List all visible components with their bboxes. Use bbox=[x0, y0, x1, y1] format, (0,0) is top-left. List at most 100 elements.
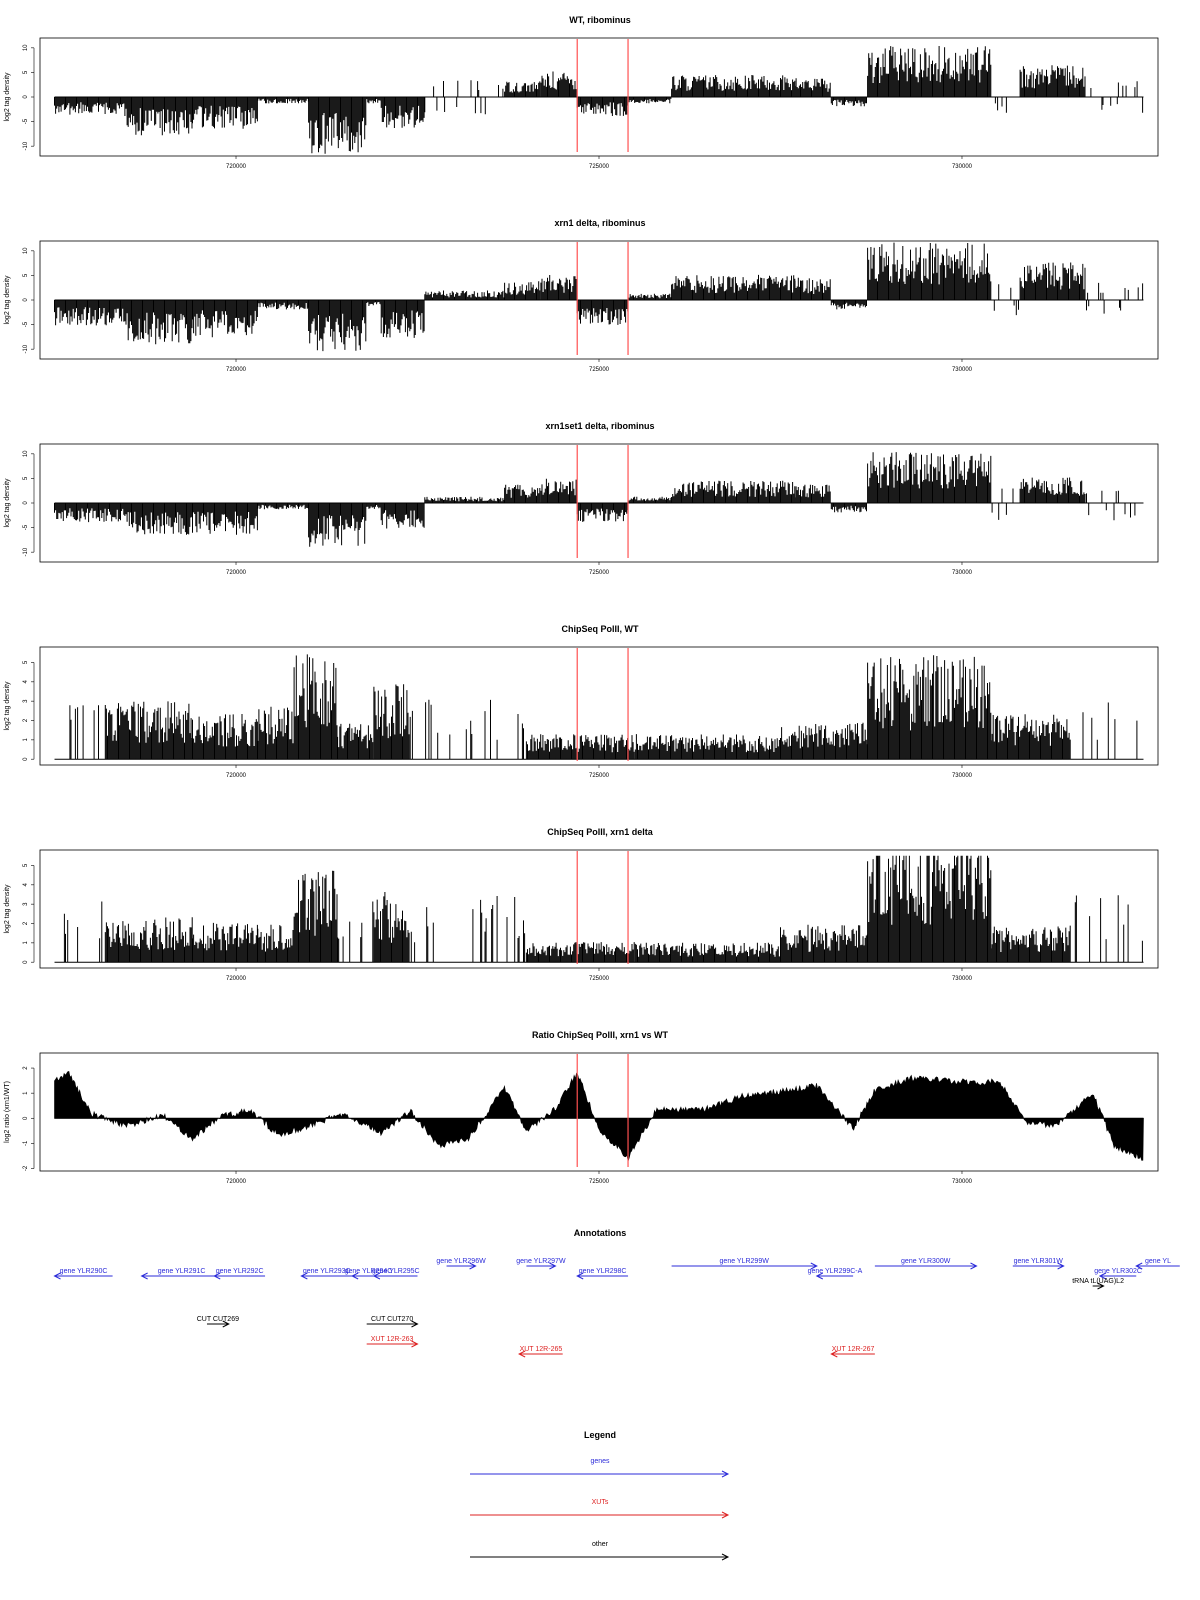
density-segment-13 bbox=[671, 274, 796, 300]
feature-label: gene YLR290C bbox=[60, 1268, 108, 1275]
density-segment-13 bbox=[990, 925, 1071, 963]
x-tick-label: 720000 bbox=[226, 164, 247, 170]
y-tick-label: 0 bbox=[23, 298, 29, 302]
density-segment-5 bbox=[308, 300, 367, 352]
y-axis-label: log2 tag density bbox=[4, 681, 11, 731]
density-segment-13 bbox=[671, 75, 796, 97]
arrow-right-icon bbox=[1097, 1282, 1105, 1290]
feature-label: XUT 12R-265 bbox=[520, 1346, 563, 1353]
panel-6: Ratio ChipSeq PolII, xrn1 vs WT 720000 725… bbox=[4, 1030, 1159, 1185]
xuts-feature: XUT 12R-267 bbox=[830, 1346, 875, 1358]
data-marks bbox=[69, 654, 1138, 760]
density-segment-17 bbox=[991, 488, 1014, 520]
panel-2: xrn1 delta, ribominus 720000 725000 730000 -… bbox=[4, 218, 1159, 373]
y-tick-label: 4 bbox=[23, 882, 29, 886]
density-segment-14 bbox=[1082, 702, 1138, 760]
panel-title: Ratio ChipSeq PolII, xrn1 vs WT bbox=[532, 1030, 669, 1040]
density-segment-5 bbox=[293, 870, 338, 963]
x-axis: 720000 725000 730000 bbox=[226, 359, 973, 373]
density-segment-12 bbox=[627, 496, 672, 503]
density-segment-12 bbox=[627, 293, 672, 300]
density-segment-13 bbox=[671, 480, 796, 503]
y-tick-label: 4 bbox=[23, 679, 29, 683]
density-segment-10 bbox=[634, 734, 780, 760]
density-segment-13 bbox=[990, 714, 1071, 760]
x-tick-label: 720000 bbox=[226, 1179, 247, 1185]
y-tick-label: 2 bbox=[23, 718, 29, 722]
panel-title: WT, ribominus bbox=[569, 15, 631, 25]
density-segment-12 bbox=[867, 855, 992, 963]
y-axis: -2 -1 0 1 2 log2 ratio (xrn1/WT) bbox=[4, 1066, 35, 1171]
arrow-left-icon bbox=[351, 1272, 359, 1280]
density-segment-3 bbox=[192, 714, 258, 760]
density-segment-9 bbox=[525, 734, 635, 760]
x-tick-label: 725000 bbox=[589, 976, 610, 982]
y-tick-label: -2 bbox=[23, 1165, 29, 1171]
feature-label: CUT CUT270 bbox=[371, 1316, 413, 1323]
genes-feature: gene YL bbox=[1135, 1258, 1180, 1270]
y-axis-label: log2 tag density bbox=[4, 275, 11, 325]
feature-label: gene YLR299W bbox=[720, 1258, 770, 1265]
panel-5: ChipSeq PolII, xrn1 delta 720000 725000 730… bbox=[4, 827, 1159, 982]
arrow-right-icon bbox=[721, 1511, 730, 1519]
y-tick-label: 1 bbox=[23, 1091, 29, 1095]
feature-label: gene YLR291C bbox=[158, 1268, 206, 1275]
x-tick-label: 730000 bbox=[952, 976, 973, 982]
density-segment-9 bbox=[504, 281, 541, 300]
y-tick-label: 0 bbox=[23, 501, 29, 505]
arrow-right-icon bbox=[721, 1470, 730, 1478]
x-axis: 720000 725000 730000 bbox=[226, 968, 973, 982]
density-segment-2 bbox=[126, 300, 193, 345]
x-tick-label: 725000 bbox=[589, 367, 610, 373]
legend-label: other bbox=[592, 1541, 609, 1548]
feature-label: gene YLR295C bbox=[372, 1268, 420, 1275]
y-tick-label: 1 bbox=[23, 941, 29, 945]
density-segment-9 bbox=[504, 484, 541, 503]
density-segment-1 bbox=[54, 503, 127, 523]
density-segment-11 bbox=[780, 722, 868, 760]
y-tick-label: -10 bbox=[23, 547, 29, 556]
y-axis: 0 1 2 3 4 5 log2 tag density bbox=[4, 863, 35, 964]
density-segment-2 bbox=[126, 503, 193, 535]
legend-item-genes: genes bbox=[470, 1458, 730, 1478]
density-segment-7 bbox=[373, 892, 410, 963]
feature-label: gene YLR293C bbox=[303, 1268, 351, 1275]
data-marks bbox=[54, 452, 1136, 547]
feature-label: gene YLR300W bbox=[901, 1258, 951, 1265]
arrow-left-icon bbox=[830, 1350, 838, 1358]
y-tick-label: -10 bbox=[23, 344, 29, 353]
genes-feature: gene YLR290C bbox=[53, 1268, 113, 1280]
y-tick-label: 5 bbox=[23, 863, 29, 867]
x-tick-label: 730000 bbox=[952, 164, 973, 170]
x-tick-label: 720000 bbox=[226, 976, 247, 982]
y-tick-label: 2 bbox=[23, 921, 29, 925]
density-segment-10 bbox=[540, 71, 577, 97]
feature-label: XUT 12R-267 bbox=[832, 1346, 875, 1353]
genes-feature: gene YLR297W bbox=[516, 1258, 566, 1270]
density-segment-6 bbox=[366, 97, 382, 104]
density-segment-8 bbox=[424, 496, 505, 503]
x-tick-label: 730000 bbox=[952, 1179, 973, 1185]
y-axis: 0 1 2 3 4 5 log2 tag density bbox=[4, 660, 35, 761]
density-segment-2 bbox=[104, 917, 193, 963]
genes-feature: gene YLR301W bbox=[1012, 1258, 1065, 1270]
y-tick-label: 0 bbox=[23, 1116, 29, 1120]
arrow-left-icon bbox=[1135, 1262, 1143, 1270]
x-tick-label: 720000 bbox=[226, 773, 247, 779]
genes-feature: gene YLR300W bbox=[874, 1258, 978, 1270]
arrow-right-icon bbox=[222, 1320, 230, 1328]
x-tick-label: 720000 bbox=[226, 570, 247, 576]
data-marks bbox=[63, 855, 1143, 963]
arrow-right-icon bbox=[721, 1553, 730, 1561]
arrow-right-icon bbox=[411, 1320, 419, 1328]
density-segment-17 bbox=[994, 97, 1007, 113]
y-tick-label: 2 bbox=[23, 1066, 29, 1070]
x-axis: 720000 725000 730000 bbox=[226, 765, 973, 779]
feature-label: gene YLR299C-A bbox=[808, 1268, 863, 1275]
x-axis: 720000 725000 730000 bbox=[226, 562, 973, 576]
y-tick-label: 0 bbox=[23, 960, 29, 964]
density-segment-2 bbox=[126, 97, 193, 136]
density-segment-11 bbox=[780, 924, 868, 963]
